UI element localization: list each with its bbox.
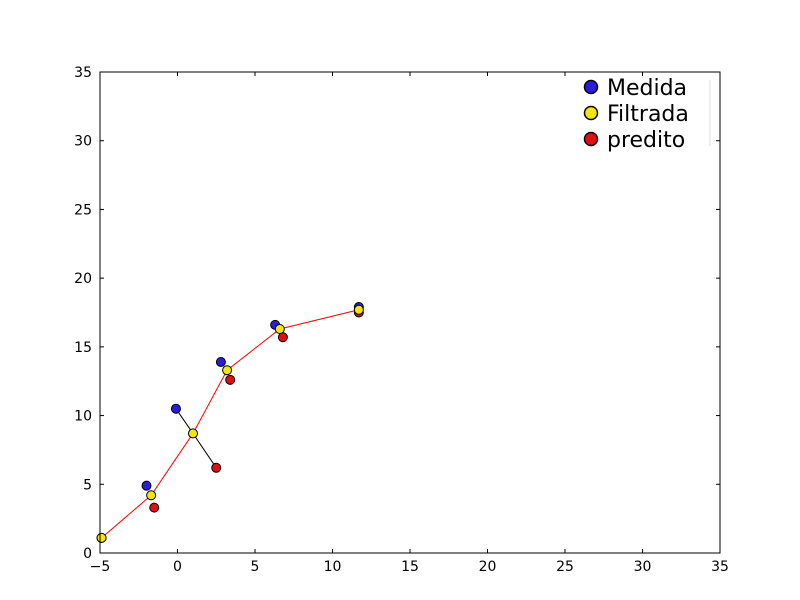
filtrada-point (222, 365, 233, 376)
medida-point (141, 480, 152, 491)
legend-marker (583, 79, 599, 95)
y-tick-label: 10 (74, 409, 92, 425)
predito-point (225, 374, 236, 385)
predito-point (277, 332, 288, 343)
legend-marker (583, 131, 599, 147)
filtrada-point (188, 428, 198, 439)
predito-point (211, 462, 222, 473)
filtrada-point (274, 323, 285, 334)
y-tick-label: 30 (74, 134, 92, 150)
x-tick-label: 20 (479, 559, 497, 575)
x-tick-label: 25 (556, 559, 574, 575)
medida-point (170, 403, 181, 414)
predito-point (149, 502, 160, 513)
y-tick-label: 20 (74, 271, 92, 287)
y-tick-label: 0 (83, 546, 92, 562)
legend-label: predito (607, 128, 685, 153)
y-tick-label: 5 (83, 477, 92, 493)
filtrada-point (353, 304, 364, 315)
x-tick-label: −5 (90, 559, 111, 575)
x-tick-label: 5 (251, 559, 260, 575)
x-tick-label: 0 (173, 559, 182, 575)
legend-label: Medida (607, 76, 687, 101)
x-tick-label: 30 (634, 559, 652, 575)
medida-point (215, 356, 226, 367)
x-tick-label: 10 (324, 559, 342, 575)
filtrada-point (96, 532, 107, 543)
filtered-trajectory-line (101, 309, 359, 539)
legend-label: Filtrada (607, 102, 689, 127)
x-tick-label: 35 (711, 559, 729, 575)
filtrada-point (146, 490, 157, 501)
points-layer (96, 302, 364, 543)
y-tick-label: 15 (74, 340, 92, 356)
y-tick-label: 35 (74, 65, 92, 81)
y-tick-label: 25 (74, 202, 92, 218)
x-tick-label: 15 (401, 559, 419, 575)
legend-marker (583, 105, 599, 121)
